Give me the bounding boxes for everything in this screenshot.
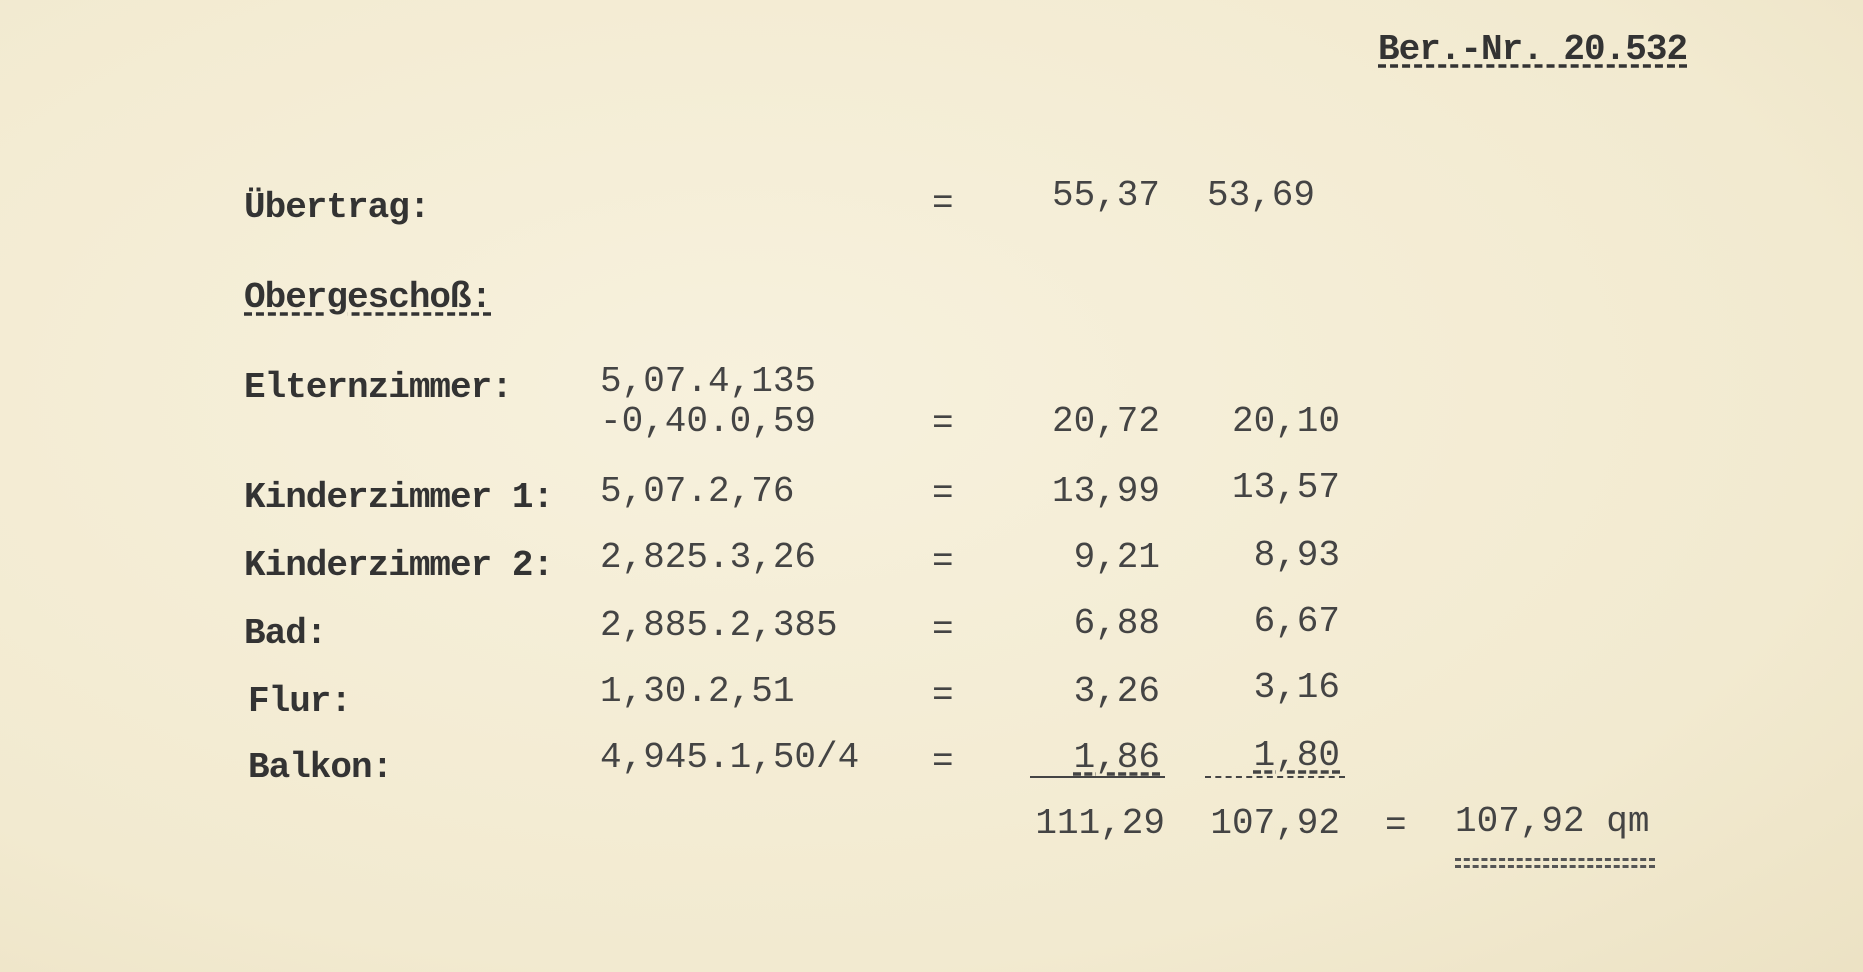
row-label: Flur: bbox=[248, 681, 352, 722]
reference-number: Ber.-Nr. 20.532 bbox=[1378, 29, 1688, 70]
row-equals: = bbox=[932, 473, 954, 514]
row-formula-deduction: -0,40.0,59 bbox=[600, 401, 817, 442]
row-value-b: 1,80 bbox=[1253, 735, 1340, 776]
row-value-a: 6,88 bbox=[1073, 603, 1160, 644]
subtotal-line-b bbox=[1205, 776, 1345, 778]
total-equals: = bbox=[1385, 805, 1407, 846]
row-value-b: 3,16 bbox=[1253, 667, 1340, 708]
row-label: Elternzimmer: bbox=[244, 367, 513, 408]
row-label: Kinderzimmer 2: bbox=[244, 545, 554, 586]
row-formula: 2,825.3,26 bbox=[600, 537, 817, 578]
row-label: Balkon: bbox=[248, 747, 393, 788]
row-equals: = bbox=[932, 609, 954, 650]
row-value-a: 20,72 bbox=[1051, 401, 1160, 442]
carry-over-label: Übertrag: bbox=[244, 187, 430, 228]
row-equals: = bbox=[932, 741, 954, 782]
total-result: 107,92 qm bbox=[1455, 801, 1650, 842]
row-label: Bad: bbox=[244, 613, 327, 654]
row-value-a: 1,86 bbox=[1073, 737, 1160, 778]
carry-over-value-b: 53,69 bbox=[1206, 175, 1315, 216]
double-underline-top bbox=[1455, 858, 1655, 861]
row-formula: 1,30.2,51 bbox=[600, 671, 795, 712]
double-underline-bottom bbox=[1455, 865, 1655, 868]
row-value-b: 8,93 bbox=[1253, 535, 1340, 576]
total-value-b: 107,92 bbox=[1210, 803, 1340, 844]
section-title: Obergeschoß: bbox=[244, 277, 492, 318]
carry-over-value-a: 55,37 bbox=[1051, 175, 1160, 216]
row-equals: = bbox=[932, 403, 954, 444]
subtotal-line-a bbox=[1030, 776, 1165, 778]
row-value-b: 13,57 bbox=[1231, 467, 1340, 508]
row-formula: 5,07.2,76 bbox=[600, 471, 795, 512]
row-formula: 2,885.2,385 bbox=[600, 605, 838, 646]
row-value-b: 20,10 bbox=[1231, 401, 1340, 442]
carry-over-equals: = bbox=[932, 183, 954, 224]
row-formula: 4,945.1,50/4 bbox=[600, 737, 860, 778]
row-value-a: 13,99 bbox=[1051, 471, 1160, 512]
row-value-b: 6,67 bbox=[1253, 601, 1340, 642]
row-label: Kinderzimmer 1: bbox=[244, 477, 554, 518]
row-equals: = bbox=[932, 675, 954, 716]
row-equals: = bbox=[932, 541, 954, 582]
row-formula: 5,07.4,135 bbox=[600, 361, 817, 402]
row-value-a: 3,26 bbox=[1073, 671, 1160, 712]
row-value-a: 9,21 bbox=[1073, 537, 1160, 578]
total-value-a: 111,29 bbox=[1035, 803, 1165, 844]
